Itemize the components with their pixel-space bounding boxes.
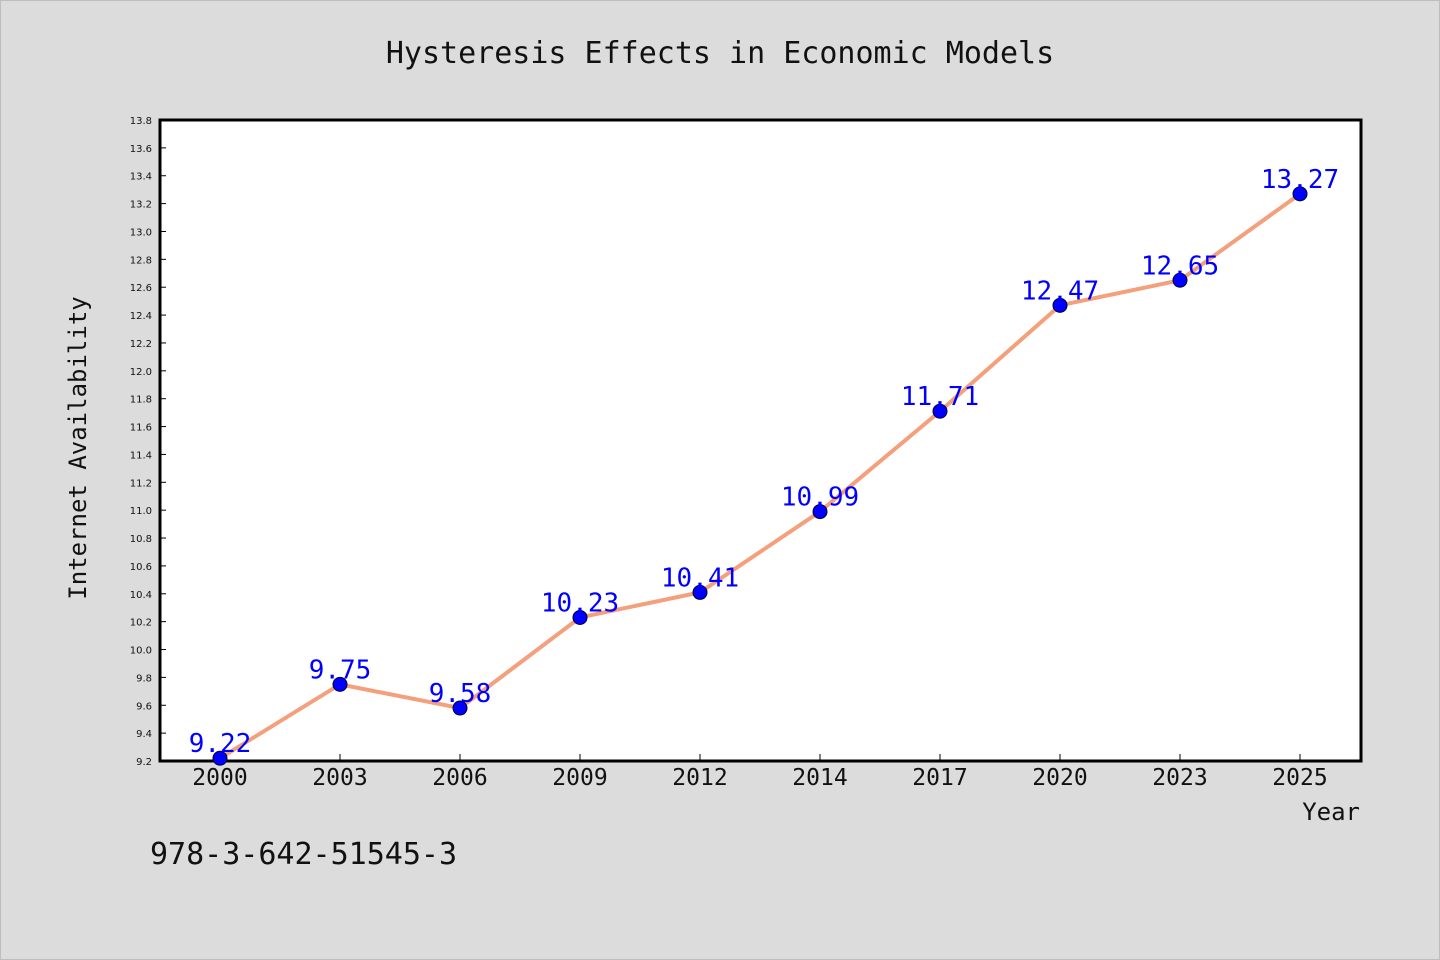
y-tick-label: 9.6	[136, 701, 152, 712]
y-tick-label: 10.8	[130, 534, 152, 545]
y-axis-label: Internet Availability	[64, 296, 92, 599]
y-tick-label: 13.4	[130, 172, 152, 183]
x-tick-label: 2017	[912, 765, 967, 791]
x-tick-label: 2006	[432, 765, 487, 791]
chart-title: Hysteresis Effects in Economic Models	[386, 36, 1054, 71]
x-axis-label: Year	[1302, 798, 1360, 826]
data-label: 9.58	[429, 679, 492, 709]
y-tick-label: 9.2	[136, 757, 152, 768]
x-tick-label: 2020	[1032, 765, 1087, 791]
data-label: 12.65	[1141, 251, 1219, 281]
data-point	[572, 609, 588, 625]
data-point	[692, 584, 708, 600]
data-point	[1172, 272, 1188, 288]
x-tick-label: 2003	[312, 765, 367, 791]
y-tick-label: 12.8	[130, 255, 152, 266]
x-tick-label: 2023	[1152, 765, 1207, 791]
data-label: 11.71	[901, 382, 979, 412]
x-axis: 2000 2003 2006 2009 2012 2014 2017 2020 2023 2025	[192, 754, 1328, 791]
y-tick-label: 12.6	[130, 283, 152, 294]
y-tick-label: 10.6	[130, 562, 152, 573]
x-tick-label: 2000	[192, 765, 247, 791]
data-point	[452, 700, 468, 716]
y-tick-label: 11.4	[130, 450, 152, 461]
data-point	[1292, 186, 1308, 202]
series-group	[212, 186, 1308, 766]
data-point	[212, 750, 228, 766]
data-label: 13.27	[1261, 165, 1339, 195]
data-label: 10.41	[661, 563, 739, 593]
y-tick-label: 10.4	[130, 590, 152, 601]
data-point	[1052, 297, 1068, 313]
y-tick-label: 9.8	[136, 673, 152, 684]
x-tick-label: 2025	[1272, 765, 1327, 791]
y-tick-label: 13.6	[130, 144, 152, 155]
data-point	[932, 403, 948, 419]
y-axis: 9.2 9.4 9.6 9.8 10.0 10.2 10.4 10.6 10.8 11.0 11.2…	[130, 116, 166, 768]
x-tick-label: 2009	[552, 765, 607, 791]
y-tick-label: 11.6	[130, 423, 152, 434]
data-point	[332, 676, 348, 692]
x-tick-label: 2012	[672, 765, 727, 791]
y-tick-label: 13.8	[130, 116, 152, 127]
y-tick-label: 11.2	[130, 478, 152, 489]
y-tick-label: 12.2	[130, 339, 152, 350]
y-tick-label: 12.0	[130, 367, 152, 378]
data-label: 12.47	[1021, 276, 1099, 306]
y-tick-label: 10.0	[130, 646, 152, 657]
y-tick-label: 11.8	[130, 395, 152, 406]
data-label: 10.23	[541, 588, 619, 618]
y-tick-label: 13.0	[130, 227, 152, 238]
plot-area	[158, 118, 1363, 763]
data-point	[812, 504, 828, 520]
y-tick-label: 9.4	[136, 729, 152, 740]
data-label: 9.22	[189, 729, 252, 759]
y-tick-label: 12.4	[130, 311, 152, 322]
isbn-annotation: 978-3-642-51545-3	[150, 837, 457, 872]
series-line	[218, 192, 1302, 760]
data-labels-group: 9.22 9.75 9.58 10.23 10.41 10.99 11.71 12.47 12.…	[189, 165, 1339, 759]
x-tick-label: 2014	[792, 765, 847, 791]
y-tick-label: 10.2	[130, 618, 152, 629]
data-label: 10.99	[781, 483, 859, 513]
data-label: 9.75	[309, 655, 372, 685]
y-tick-label: 11.0	[130, 506, 152, 517]
y-tick-label: 13.2	[130, 200, 152, 211]
